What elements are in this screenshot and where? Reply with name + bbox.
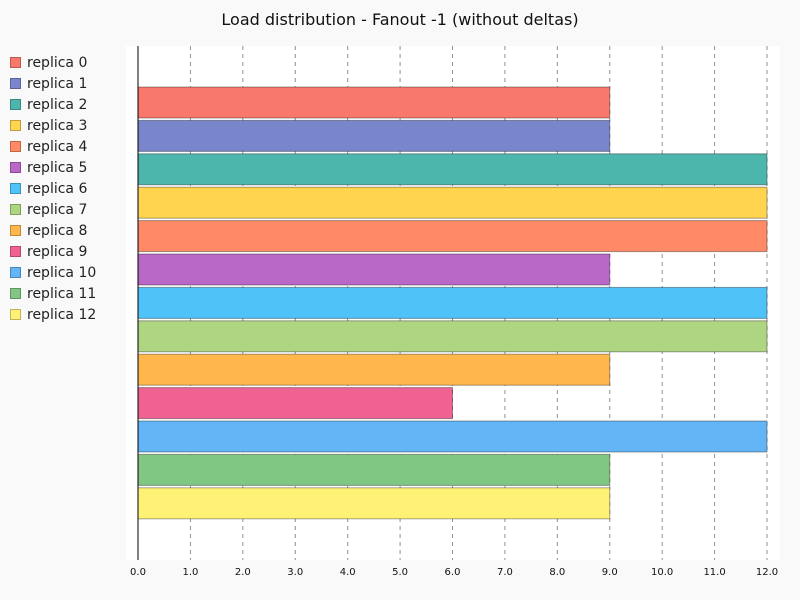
legend-swatch xyxy=(10,162,21,173)
bar-replica-12 xyxy=(137,487,611,520)
bar-replica-3 xyxy=(137,186,768,219)
legend-label: replica 6 xyxy=(27,180,88,197)
legend-swatch xyxy=(10,78,21,89)
legend-item: replica 2 xyxy=(10,94,96,115)
legend-item: replica 7 xyxy=(10,199,96,220)
legend-swatch xyxy=(10,204,21,215)
x-tick-labels: 0.0 1.0 2.0 3.0 4.0 5.0 6.0 7.0 8.0 9.0 10.0 11.0 12… xyxy=(130,567,778,578)
bar-replica-11 xyxy=(137,453,611,486)
legend-swatch xyxy=(10,309,21,320)
legend-label: replica 11 xyxy=(27,285,97,302)
legend-swatch xyxy=(10,141,21,152)
legend-swatch xyxy=(10,99,21,110)
legend-item: replica 12 xyxy=(10,304,96,325)
legend-label: replica 8 xyxy=(27,222,88,239)
legend-label: replica 1 xyxy=(27,75,88,92)
legend-item: replica 1 xyxy=(10,73,96,94)
x-tick-label: 8.0 xyxy=(549,567,565,578)
bar-replica-0 xyxy=(137,86,611,119)
legend-swatch xyxy=(10,183,21,194)
bars xyxy=(137,86,768,520)
legend-label: replica 7 xyxy=(27,201,88,218)
legend-item: replica 3 xyxy=(10,115,96,136)
legend-item: replica 4 xyxy=(10,136,96,157)
x-tick-label: 10.0 xyxy=(651,567,673,578)
legend-label: replica 10 xyxy=(27,264,97,281)
bar-replica-4 xyxy=(137,220,768,253)
legend-item: replica 9 xyxy=(10,241,96,262)
legend-swatch xyxy=(10,57,21,68)
legend-label: replica 3 xyxy=(27,117,88,134)
legend-item: replica 11 xyxy=(10,283,96,304)
legend-label: replica 12 xyxy=(27,306,97,323)
legend-swatch xyxy=(10,288,21,299)
x-tick-label: 1.0 xyxy=(182,567,198,578)
legend-item: replica 5 xyxy=(10,157,96,178)
bar-replica-2 xyxy=(137,153,768,186)
x-tick-label: 9.0 xyxy=(602,567,618,578)
x-tick-label: 2.0 xyxy=(235,567,251,578)
legend-label: replica 5 xyxy=(27,159,88,176)
chart-title: Load distribution - Fanout -1 (without d… xyxy=(221,10,579,29)
x-tick-label: 4.0 xyxy=(340,567,356,578)
x-tick-label: 5.0 xyxy=(392,567,408,578)
legend-swatch xyxy=(10,246,21,257)
legend-item: replica 8 xyxy=(10,220,96,241)
legend-label: replica 4 xyxy=(27,138,88,155)
bar-replica-7 xyxy=(137,320,768,353)
legend-item: replica 6 xyxy=(10,178,96,199)
bar-replica-10 xyxy=(137,420,768,453)
bar-replica-8 xyxy=(137,353,611,386)
bar-replica-9 xyxy=(137,387,453,420)
x-tick-label: 0.0 xyxy=(130,567,146,578)
bar-replica-1 xyxy=(137,119,611,152)
legend-label: replica 0 xyxy=(27,54,88,71)
legend-swatch xyxy=(10,120,21,131)
x-tick-label: 11.0 xyxy=(703,567,725,578)
legend-swatch xyxy=(10,267,21,278)
x-tick-label: 6.0 xyxy=(445,567,461,578)
legend-swatch xyxy=(10,225,21,236)
bar-replica-6 xyxy=(137,286,768,319)
x-tick-label: 3.0 xyxy=(287,567,303,578)
legend-label: replica 2 xyxy=(27,96,88,113)
legend-label: replica 9 xyxy=(27,243,88,260)
bar-replica-5 xyxy=(137,253,611,286)
legend-item: replica 10 xyxy=(10,262,96,283)
x-tick-label: 12.0 xyxy=(756,567,778,578)
x-tick-label: 7.0 xyxy=(497,567,513,578)
legend-item: replica 0 xyxy=(10,52,96,73)
legend: replica 0 replica 1 replica 2 replica 3 repl… xyxy=(10,52,96,325)
